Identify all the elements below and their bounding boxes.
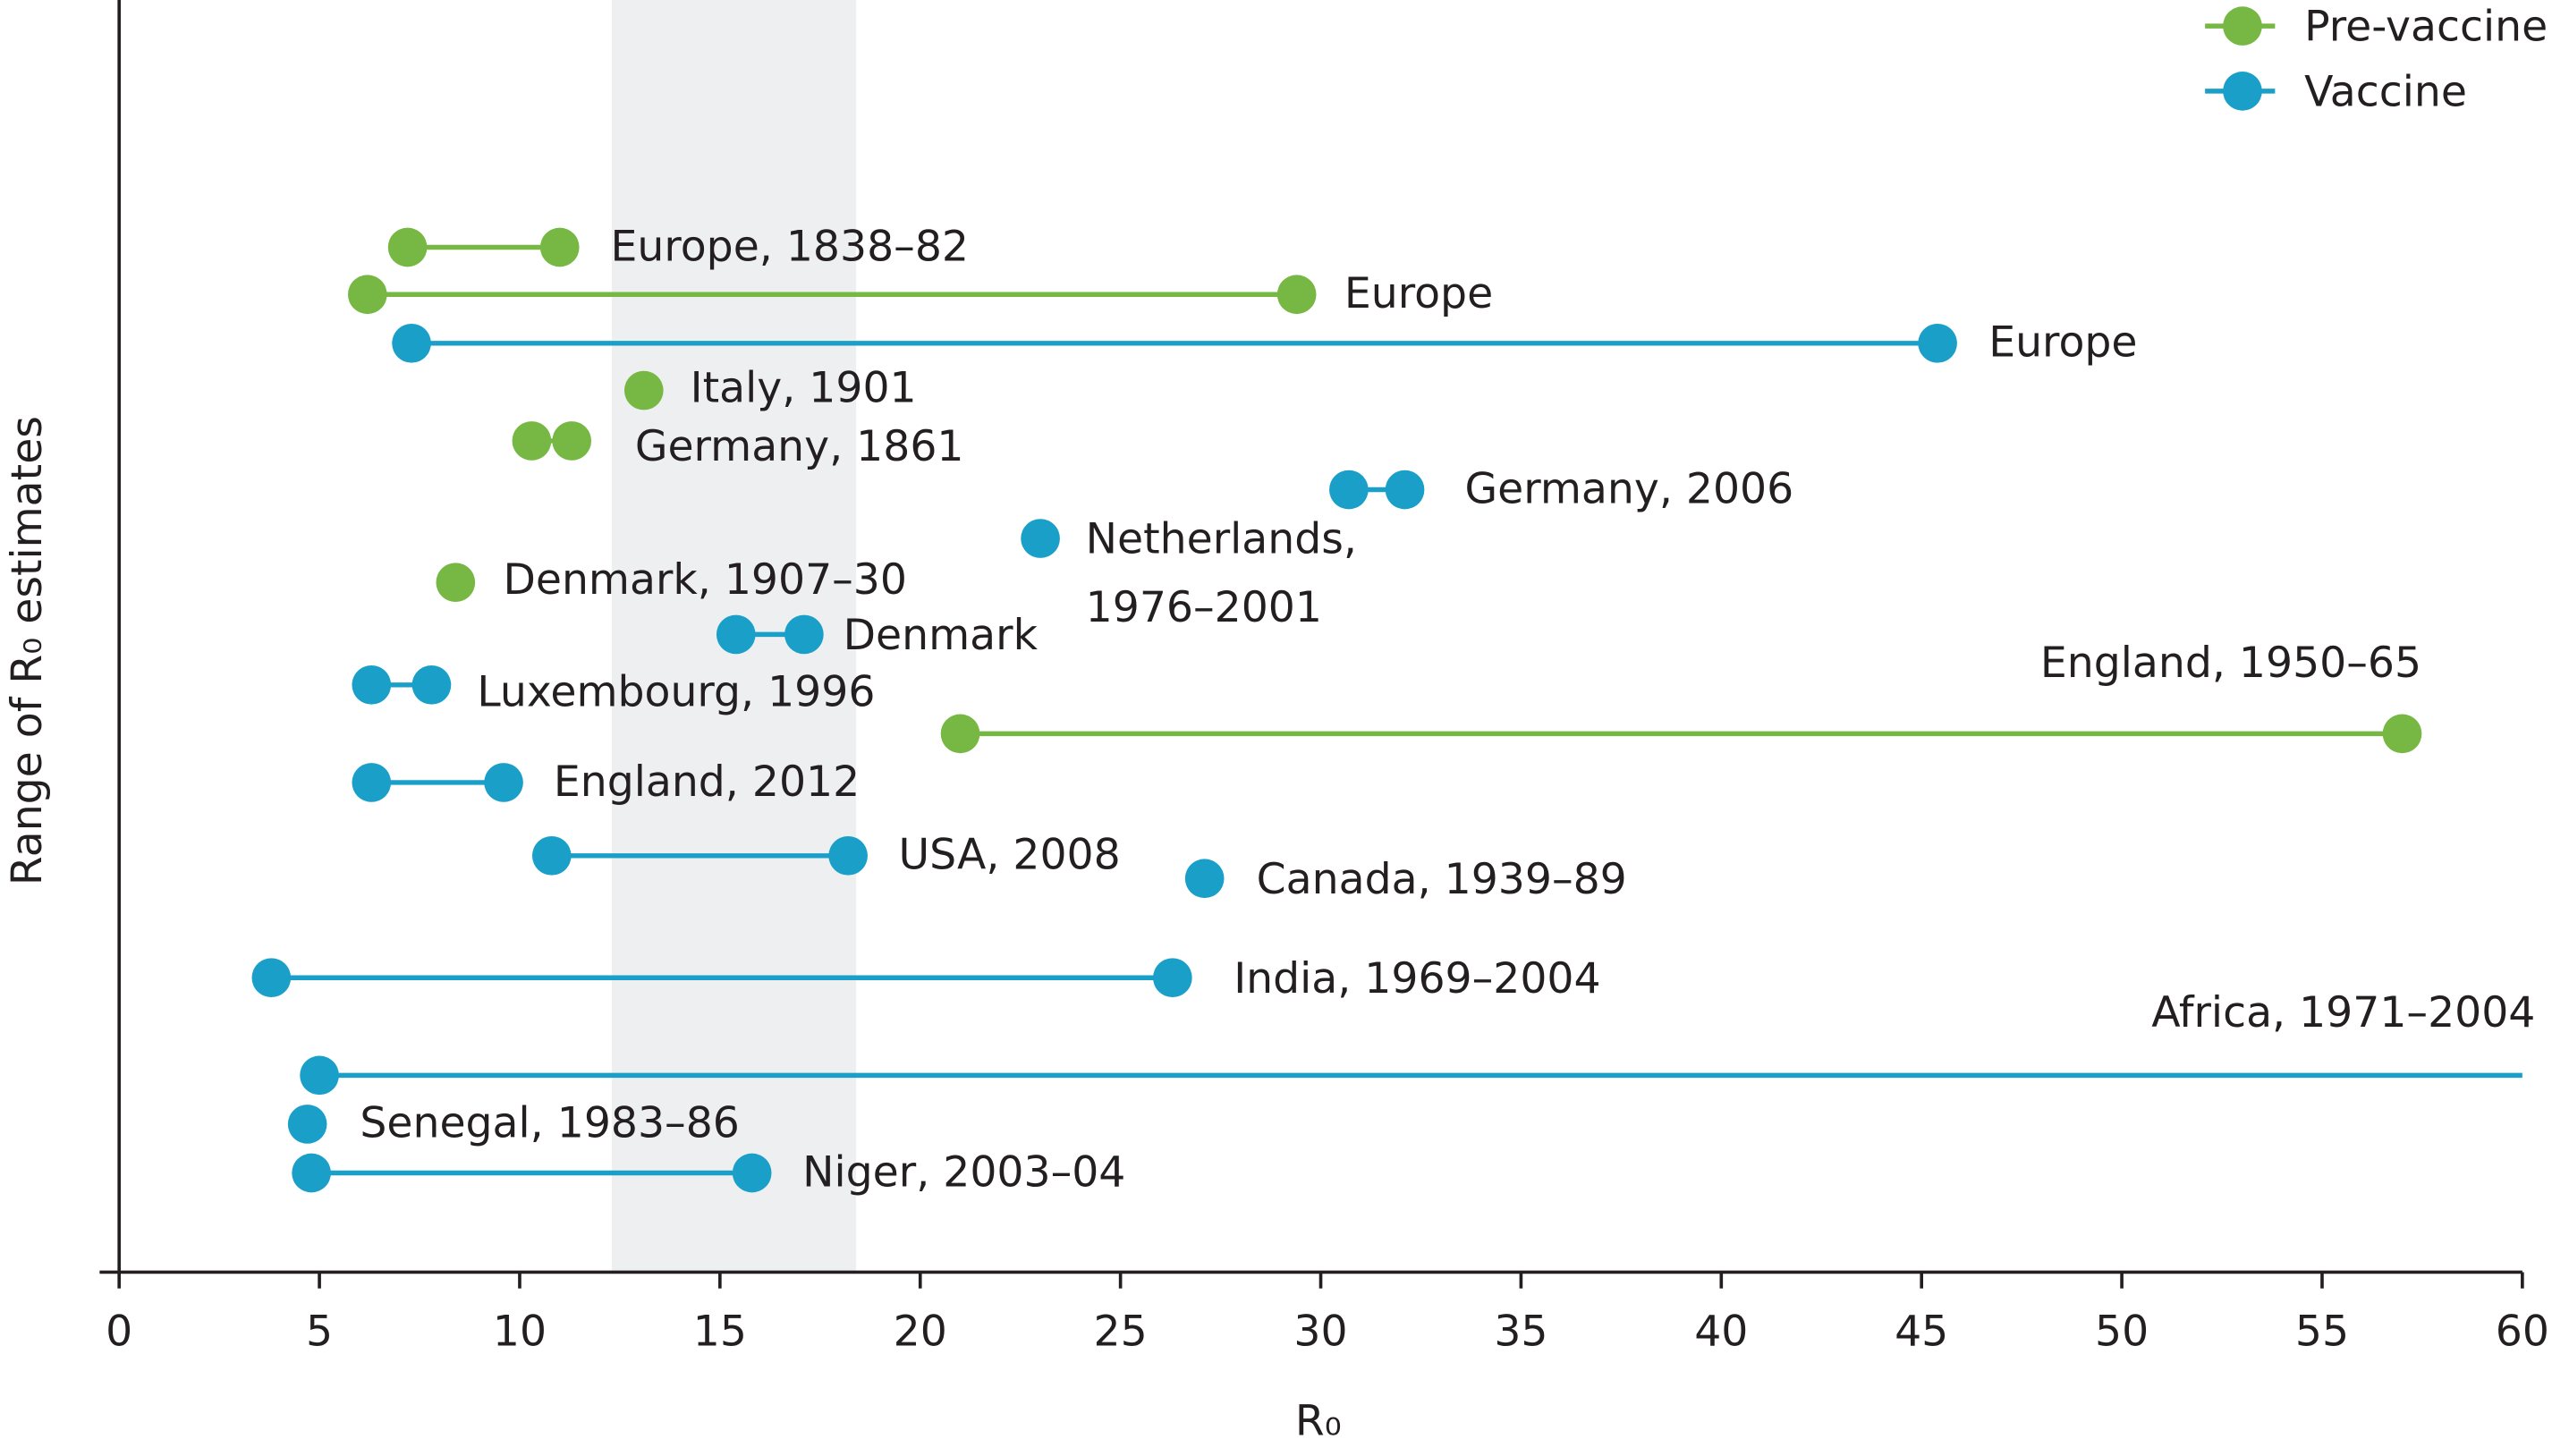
x-tick-label: 20 (894, 1308, 947, 1357)
x-tick-label: 5 (306, 1308, 333, 1357)
row-label: 1976–2001 (1086, 583, 1322, 632)
high-marker (484, 763, 523, 802)
row-label: England, 1950–65 (2040, 639, 2421, 688)
row-label: Netherlands, (1086, 515, 1357, 564)
low-marker (1329, 470, 1369, 510)
low-marker (287, 1105, 327, 1144)
low-marker (940, 714, 980, 754)
row-label: Europe (1988, 318, 2137, 368)
row-label: Canada, 1939–89 (1257, 855, 1627, 904)
row-label: Denmark (844, 611, 1039, 660)
x-tick-label: 40 (1694, 1308, 1748, 1357)
row-label: Senegal, 1983–86 (360, 1099, 739, 1148)
x-tick-label: 45 (1895, 1308, 1948, 1357)
legend-label: Vaccine (2304, 68, 2467, 117)
high-marker (2382, 714, 2422, 754)
low-marker (716, 614, 756, 655)
row-label: Europe, 1838–82 (611, 222, 969, 271)
high-marker (552, 421, 592, 461)
low-marker (512, 421, 552, 461)
low-marker (1184, 859, 1225, 899)
legend-marker (2223, 6, 2262, 46)
high-marker (732, 1153, 772, 1193)
high-marker (828, 835, 868, 876)
x-tick-label: 60 (2496, 1308, 2549, 1357)
legend-marker (2223, 72, 2262, 111)
x-tick-label: 25 (1094, 1308, 1148, 1357)
row-label: Niger, 2003–04 (802, 1147, 1125, 1197)
high-marker (1385, 470, 1425, 510)
high-marker (1918, 323, 1957, 363)
x-tick-label: 30 (1293, 1308, 1347, 1357)
low-marker (387, 227, 428, 267)
low-marker (347, 275, 387, 315)
row-label: Germany, 1861 (635, 422, 964, 471)
row-label: Luxembourg, 1996 (477, 668, 875, 717)
low-marker (392, 323, 431, 363)
high-marker (539, 227, 580, 267)
row-label: Denmark, 1907–30 (503, 555, 907, 605)
row-label: Italy, 1901 (691, 364, 917, 413)
high-marker (1276, 275, 1317, 315)
low-marker (352, 763, 392, 802)
x-tick-label: 55 (2295, 1308, 2349, 1357)
high-marker (784, 614, 824, 655)
x-axis-title: R₀ (1295, 1397, 1342, 1446)
row-label: USA, 2008 (898, 831, 1120, 880)
low-marker (1021, 519, 1060, 558)
x-tick-label: 10 (493, 1308, 547, 1357)
x-tick-label: 50 (2095, 1308, 2149, 1357)
x-tick-label: 0 (106, 1308, 132, 1357)
row-label: India, 1969–2004 (1234, 954, 1600, 1003)
low-marker (623, 370, 664, 411)
low-marker (531, 835, 572, 876)
high-marker (1153, 958, 1192, 998)
x-tick-label: 15 (693, 1308, 747, 1357)
x-tick-label: 35 (1494, 1308, 1547, 1357)
legend-label: Pre-vaccine (2304, 3, 2548, 52)
row-label: Europe (1344, 269, 1493, 318)
high-marker (411, 665, 452, 705)
low-marker (352, 665, 392, 705)
row-label: Germany, 2006 (1465, 464, 1794, 513)
row-label: England, 2012 (554, 758, 860, 807)
low-marker (436, 563, 476, 603)
low-marker (251, 958, 292, 998)
y-axis-title: Range of R₀ estimates (3, 416, 52, 885)
row-label: Africa, 1971–2004 (2151, 988, 2535, 1037)
low-marker (292, 1153, 331, 1193)
low-marker (300, 1055, 339, 1096)
